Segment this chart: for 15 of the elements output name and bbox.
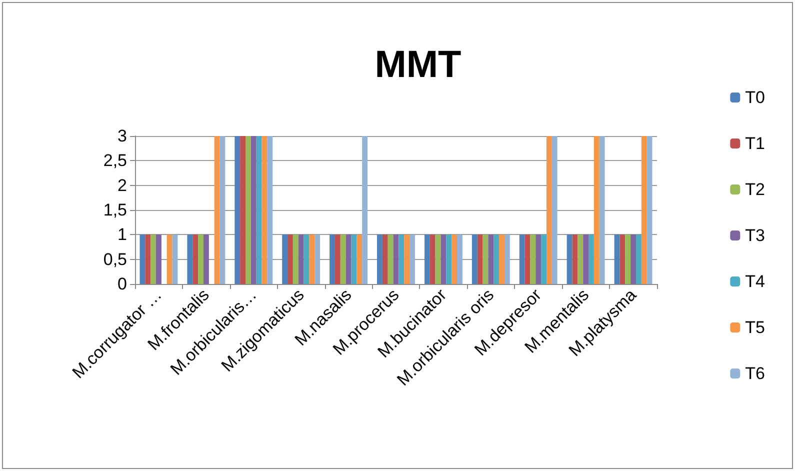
y-tick-label: 0,5 xyxy=(103,250,127,269)
legend-label: T4 xyxy=(745,272,766,291)
chart-title: MMT xyxy=(374,44,462,86)
legend-label: T5 xyxy=(745,318,766,337)
y-tick-label: 3 xyxy=(118,126,127,146)
legend-label: T6 xyxy=(745,364,766,383)
y-tick-label: 2,5 xyxy=(103,151,127,170)
legend-label: T0 xyxy=(745,88,766,107)
legend-label: T3 xyxy=(745,226,766,245)
legend-label: T2 xyxy=(745,180,766,199)
legend-label: T1 xyxy=(745,134,766,153)
y-tick-label: 0 xyxy=(118,274,127,294)
y-tick-label: 2 xyxy=(118,176,127,195)
y-tick-label: 1 xyxy=(118,225,127,244)
y-tick-label: 1,5 xyxy=(103,200,127,220)
